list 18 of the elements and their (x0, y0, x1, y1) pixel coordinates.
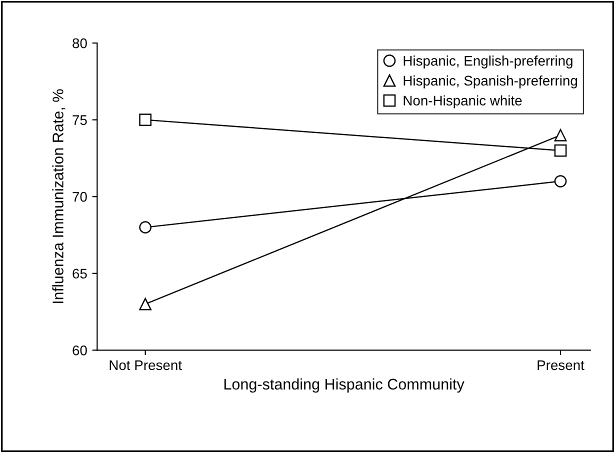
x-tick-label: Present (538, 360, 584, 370)
y-tick-label: 75 (72, 115, 87, 125)
y-tick-label: 80 (72, 38, 87, 48)
point (554, 175, 567, 188)
legend-label: Non-Hispanic white (404, 95, 522, 108)
y-tick-label: 65 (72, 268, 87, 279)
x-tick-label: Not Present (110, 360, 182, 370)
point (139, 221, 152, 234)
y-tick-label: 70 (72, 192, 87, 202)
x-axis-title: Long-standing Hispanic Community (224, 378, 464, 393)
point (139, 298, 152, 310)
point (139, 114, 152, 126)
y-axis-title: Influenza Immunization Rate, % (52, 89, 66, 304)
legend-label: Hispanic, Spanish-preferring (404, 75, 578, 88)
point (554, 144, 567, 157)
point (554, 128, 567, 142)
y-tick-label: 60 (72, 346, 87, 356)
legend-label: Hispanic, English-preferring (404, 56, 572, 68)
